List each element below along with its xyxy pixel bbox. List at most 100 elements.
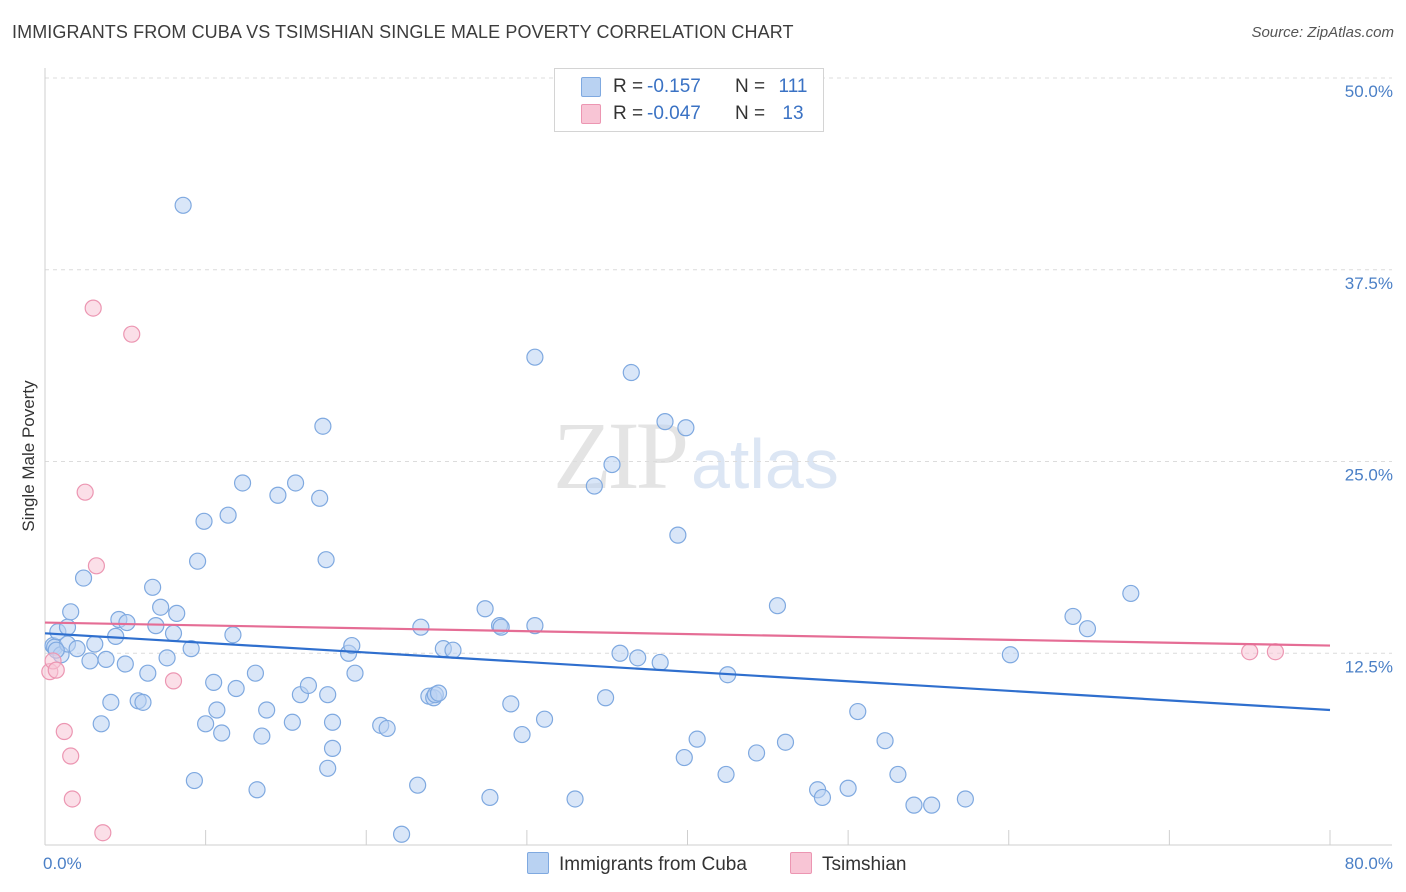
data-point-cuba (144, 578, 162, 596)
data-point-tsimshian (1241, 643, 1259, 661)
data-point-cuba (62, 603, 80, 621)
data-point-cuba (92, 715, 110, 733)
data-point-cuba (603, 455, 621, 474)
data-point-cuba (81, 652, 99, 670)
data-point-cuba (905, 796, 923, 814)
data-point-cuba (299, 676, 318, 695)
legend-n-label: N = (735, 103, 766, 124)
x-tick-label-min: 0.0% (43, 854, 82, 873)
data-point-tsimshian (1266, 643, 1284, 661)
data-point-cuba (213, 724, 231, 742)
data-point-cuba (392, 825, 411, 843)
data-point-cuba (444, 641, 462, 659)
data-point-cuba (219, 506, 237, 524)
data-point-cuba (118, 613, 136, 632)
data-point-tsimshian (164, 672, 183, 690)
data-point-cuba (526, 348, 544, 366)
bottom-legend-label-cuba: Immigrants from Cuba (559, 854, 747, 875)
data-point-cuba (776, 733, 795, 751)
data-point-cuba (311, 489, 329, 507)
data-point-cuba (253, 727, 271, 745)
data-point-cuba (116, 655, 134, 673)
data-point-cuba (319, 686, 337, 704)
data-point-cuba (409, 776, 427, 794)
data-point-cuba (876, 732, 894, 750)
bottom-legend-label-tsimshian: Tsimshian (822, 854, 907, 875)
data-point-cuba (688, 730, 706, 748)
data-point-cuba (227, 679, 245, 698)
data-point-cuba (566, 790, 584, 808)
data-point-cuba (197, 715, 215, 733)
data-point-cuba (502, 695, 520, 713)
legend-r-value: -0.047 (647, 103, 701, 124)
data-point-tsimshian (123, 325, 141, 343)
data-point-cuba (717, 765, 735, 784)
data-point-cuba (174, 196, 192, 214)
y-tick-label: 25.0% (1345, 466, 1393, 485)
data-point-cuba (651, 653, 669, 672)
data-point-cuba (97, 650, 115, 668)
data-point-cuba (513, 725, 531, 744)
data-point-cuba (492, 618, 510, 636)
data-point-cuba (152, 598, 170, 616)
data-point-cuba (233, 474, 252, 492)
data-point-cuba (669, 526, 687, 544)
data-point-tsimshian (76, 483, 94, 501)
data-point-cuba (182, 640, 200, 658)
data-point-cuba (86, 635, 104, 653)
data-point-tsimshian (94, 824, 112, 842)
data-point-cuba (1078, 620, 1097, 638)
bottom-legend-cuba: Immigrants from Cuba (527, 852, 747, 876)
data-point-cuba (185, 771, 203, 790)
data-point-cuba (286, 474, 305, 492)
data-point-cuba (378, 719, 396, 738)
data-point-cuba (622, 363, 640, 382)
watermark-atlas: atlas (691, 425, 839, 503)
y-tick-label: 12.5% (1345, 657, 1393, 676)
data-point-cuba (476, 600, 494, 618)
data-point-cuba (839, 779, 857, 797)
data-point-tsimshian (84, 299, 102, 317)
data-point-cuba (139, 664, 157, 682)
legend-r-value: -0.157 (647, 76, 701, 97)
legend-swatch-tsimshian (581, 104, 601, 124)
data-point-cuba (1001, 646, 1019, 664)
data-point-cuba (656, 413, 674, 431)
trend-line-tsimshian (44, 621, 1331, 647)
legend-r-label: R = (613, 103, 644, 124)
data-point-cuba (224, 626, 242, 644)
data-point-cuba (248, 781, 266, 799)
data-point-cuba (343, 636, 361, 655)
chart-title: IMMIGRANTS FROM CUBA VS TSIMSHIAN SINGLE… (12, 22, 794, 42)
data-point-cuba (134, 693, 152, 711)
y-tick-label: 37.5% (1345, 274, 1393, 293)
data-point-cuba (68, 640, 86, 658)
data-point-cuba (849, 702, 867, 721)
legend-n-value: 13 (782, 103, 804, 124)
data-point-cuba (768, 597, 787, 615)
data-point-tsimshian (87, 557, 106, 575)
x-tick-label-max: 80.0% (1345, 854, 1393, 873)
data-point-cuba (412, 618, 430, 636)
data-point-cuba (677, 419, 695, 437)
bottom-legend-tsimshian: Tsimshian (790, 852, 906, 876)
data-point-cuba (923, 796, 941, 814)
data-point-cuba (429, 684, 448, 702)
data-point-cuba (346, 664, 364, 682)
data-point-cuba (956, 790, 974, 808)
data-point-cuba (164, 624, 183, 642)
data-point-cuba (205, 673, 223, 691)
data-point-cuba (535, 710, 554, 728)
data-point-cuba (323, 713, 342, 731)
legend-n-label: N = (735, 76, 766, 97)
data-point-cuba (158, 649, 176, 667)
chart-source: Source: ZipAtlas.com (1251, 24, 1394, 41)
data-point-cuba (611, 644, 629, 662)
data-point-cuba (208, 701, 226, 719)
y-tick-label: 50.0% (1345, 82, 1393, 101)
correlation-legend: R = -0.157 N = 111 R = -0.047 N = 13 (554, 68, 824, 132)
data-point-cuba (314, 417, 332, 435)
trend-line-cuba (44, 632, 1331, 712)
data-point-cuba (317, 551, 335, 569)
